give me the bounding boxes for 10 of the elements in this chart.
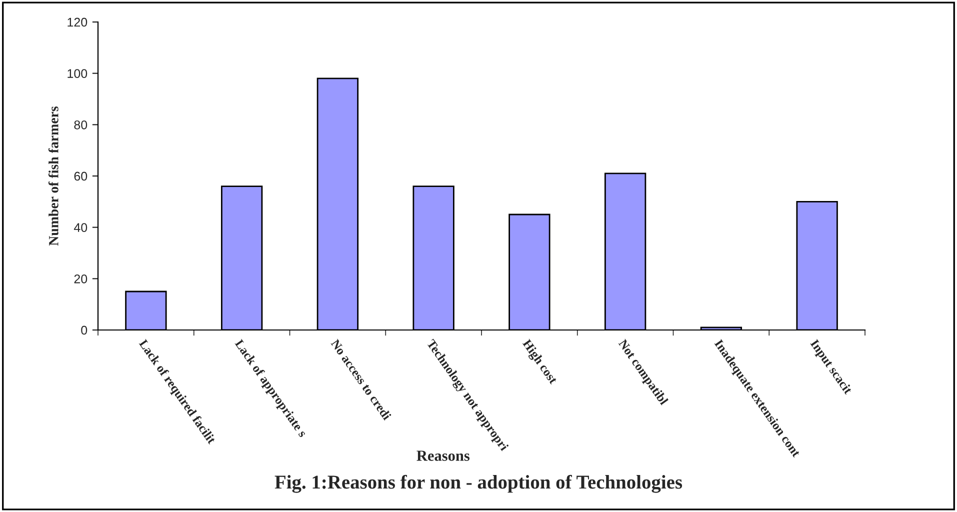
x-axis-title: Reasons [416, 450, 470, 461]
y-axis-title: Number of fish farmers [48, 106, 58, 246]
text: Fig. 1:Reasons for non - adoption of Technologies [274, 474, 682, 493]
y-tick-label: 100 [68, 69, 88, 78]
y-tick-label: 60 [74, 172, 88, 181]
y-tick-label: 0 [81, 326, 88, 335]
y-tick-label: 80 [74, 120, 88, 130]
y-tick-label: 20 [74, 274, 88, 284]
y-tick-label: 40 [74, 223, 88, 232]
y-tick-label: 120 [68, 18, 88, 27]
